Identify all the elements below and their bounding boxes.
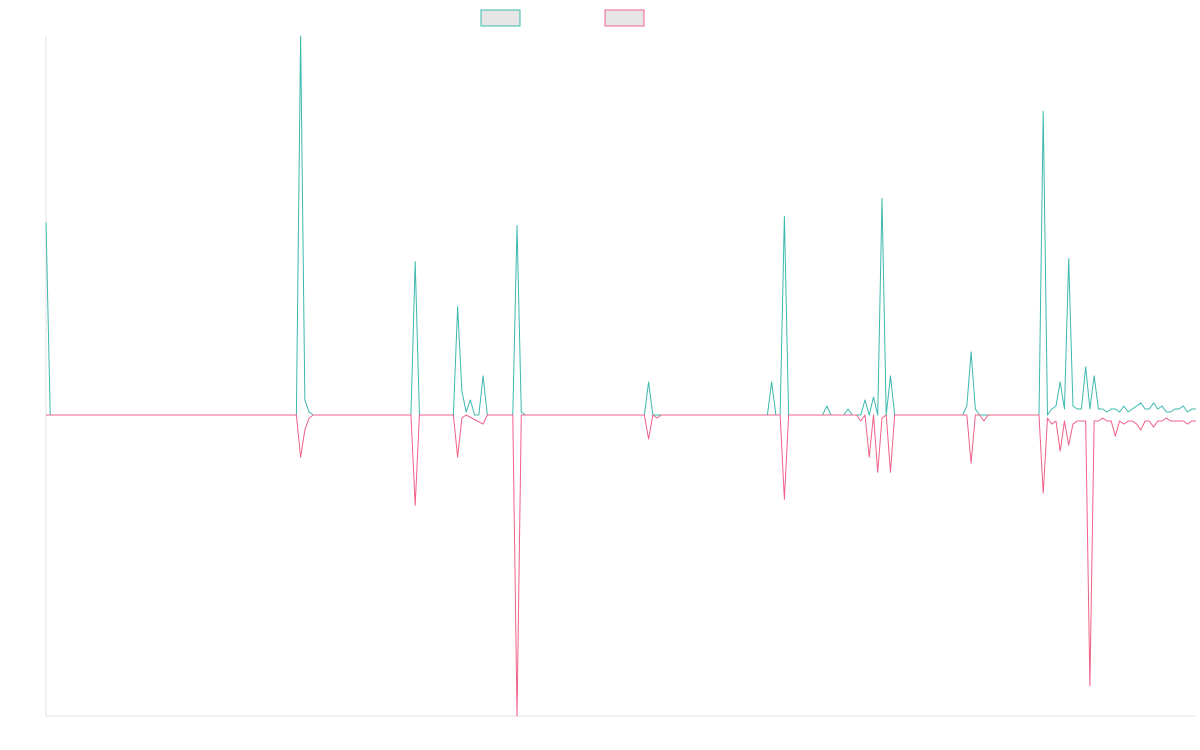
series-layer	[45, 35, 1196, 717]
legend-swatch-series-2[interactable]	[604, 9, 645, 27]
legend[interactable]	[480, 9, 645, 27]
legend-swatch-series-1[interactable]	[480, 9, 521, 27]
series-line-2	[46, 414, 1196, 717]
axes	[45, 36, 1196, 717]
series-line-1	[45, 35, 1196, 416]
